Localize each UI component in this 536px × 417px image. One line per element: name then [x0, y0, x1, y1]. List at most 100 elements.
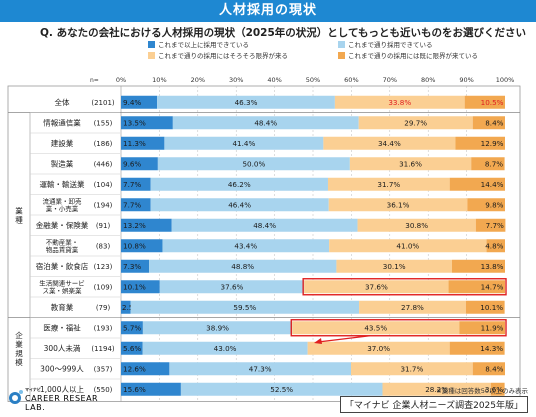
bar-label-4-1: 46.2% [228, 180, 251, 189]
bar-label-9-3: 14.7% [481, 283, 504, 292]
row-label-11: 医療・福祉 [43, 322, 81, 332]
bar-5-1 [150, 198, 329, 212]
group-label-2-2: 規 [15, 349, 23, 358]
row-label-9-b: ス業・娯楽業 [43, 286, 83, 295]
bar-label-4-2: 31.7% [377, 180, 400, 189]
bar-5-2 [328, 198, 468, 212]
logo-line1: CAREER RESEARCH [25, 394, 98, 403]
bar-label-10-2: 27.8% [401, 303, 424, 312]
legend-swatch-0 [148, 41, 155, 48]
bar-4-2 [327, 177, 450, 191]
row-label-0: 全体 [55, 97, 70, 107]
row-n-3: (446) [94, 160, 113, 168]
bar-label-3-2: 31.6% [399, 160, 422, 169]
row-n-14: (550) [94, 386, 113, 394]
row-label-1: 情報通信業 [43, 117, 81, 127]
footer-note: ※業種は回答数50以上のみ表示 [436, 387, 528, 395]
bar-10-2 [359, 300, 466, 314]
bar-label-11-3: 11.9% [481, 324, 504, 333]
legend-label-3: これまで通りの採用には既に限界が来ている [348, 51, 478, 60]
row-n-7: (83) [96, 242, 111, 250]
bar-3-1 [157, 157, 350, 171]
row-n-13: (357) [94, 365, 113, 373]
row-label-7-b: 物品賃貸業 [46, 245, 79, 254]
highlight-box-11 [290, 319, 507, 337]
bar-label-0-1: 46.3% [235, 98, 258, 107]
row-n-0: (2101) [91, 99, 115, 107]
bar-label-6-1: 48.4% [253, 221, 276, 230]
bar-label-9-2: 37.6% [365, 283, 388, 292]
bar-6-3 [475, 218, 506, 232]
bar-8-3 [452, 259, 505, 273]
highlight-arrow-head [314, 338, 322, 344]
bar-label-5-3: 9.8% [485, 201, 503, 210]
row-label-5-b: 業・小売業 [46, 204, 79, 213]
bar-label-11-2: 43.5% [364, 324, 387, 333]
bar-label-13-1: 47.3% [249, 365, 272, 374]
bar-label-2-1: 41.4% [232, 139, 255, 148]
bar-0-0 [121, 95, 158, 109]
bar-label-4-0: 7.7% [123, 180, 141, 189]
bar-0-2 [334, 95, 465, 109]
bar-label-12-3: 14.3% [480, 344, 503, 353]
logo-small-text: マイナビ [25, 386, 41, 392]
bar-label-9-0: 10.1% [123, 283, 146, 292]
bar-label-3-1: 50.0% [242, 160, 265, 169]
group-label-2-0: 企 [15, 330, 23, 340]
bar-label-12-0: 5.6% [123, 344, 141, 353]
x-tick-label-8: 80% [421, 76, 435, 84]
bar-10-3 [465, 300, 505, 314]
bar-label-13-0: 12.6% [123, 365, 146, 374]
bar-label-7-0: 10.8% [123, 242, 146, 251]
bar-label-3-3: 8.7% [485, 160, 503, 169]
bar-14-1 [180, 382, 383, 396]
bar-label-1-3: 8.4% [485, 119, 503, 128]
x-tick-label-3: 30% [229, 76, 243, 84]
x-tick-label-6: 60% [344, 76, 358, 84]
bar-4-3 [449, 177, 505, 191]
bar-2-0 [121, 136, 165, 150]
bar-label-13-2: 31.7% [400, 365, 423, 374]
bar-1-1 [172, 116, 359, 130]
row-n-8: (123) [94, 263, 113, 271]
bar-label-6-3: 7.7% [486, 221, 504, 230]
row-label-14: 1,000人以上 [40, 385, 84, 394]
bar-label-8-1: 48.8% [231, 262, 254, 271]
bar-label-0-0: 9.4% [123, 98, 141, 107]
x-tick-label-4: 40% [267, 76, 281, 84]
row-label-8: 宿泊業・飲食店 [36, 261, 89, 271]
bar-3-3 [471, 157, 505, 171]
row-n-6: (91) [96, 222, 111, 230]
bar-10-0 [121, 300, 131, 314]
bar-14-2 [382, 382, 491, 396]
bar-label-2-2: 34.4% [378, 139, 401, 148]
bar-11-0 [121, 321, 143, 335]
bar-2-3 [455, 136, 505, 150]
bar-label-5-1: 46.4% [228, 201, 251, 210]
survey-question: Q. あなたの会社における人材採用の現状（2025年の状況）としてもっとも近いも… [40, 27, 526, 39]
bar-9-0 [121, 280, 160, 294]
bar-8-2 [336, 259, 453, 273]
row-n-2: (186) [94, 140, 113, 148]
row-n-12: (1194) [91, 345, 115, 353]
group-label-2-1: 業 [15, 339, 23, 349]
chart-frame [7, 85, 521, 402]
bar-11-1 [142, 321, 293, 335]
page-title: 人材採用の現状 [0, 0, 536, 22]
row-label-3: 製造業 [51, 158, 74, 168]
bar-6-1 [171, 218, 358, 232]
legend-swatch-3 [338, 52, 345, 59]
bar-12-3 [449, 341, 505, 355]
bar-label-3-0: 9.6% [123, 160, 141, 169]
bar-2-1 [164, 136, 324, 150]
bar-12-1 [142, 341, 308, 355]
highlight-box-9 [302, 278, 507, 296]
logo-line2: LAB. [25, 403, 45, 412]
row-n-9: (109) [94, 283, 113, 291]
bar-label-9-1: 37.6% [221, 283, 244, 292]
group-label-2-3: 模 [15, 357, 23, 367]
bar-label-1-1: 48.4% [254, 119, 277, 128]
bar-5-0 [121, 198, 151, 212]
bar-label-1-0: 13.5% [123, 119, 146, 128]
